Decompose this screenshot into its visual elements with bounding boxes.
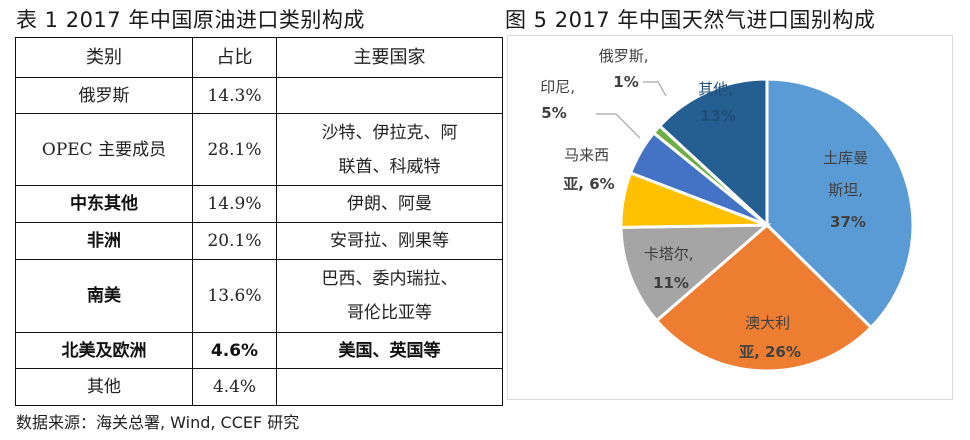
cell-countries: 巴西、委内瑞拉、 哥伦比亚等 xyxy=(276,259,503,333)
pie-slices xyxy=(619,77,915,373)
leader-line-indonesia xyxy=(596,113,641,139)
table-row: 俄罗斯 14.3% xyxy=(15,77,503,114)
leader-line-russia xyxy=(643,81,667,97)
table-header-row: 类别 占比 主要国家 xyxy=(15,37,503,78)
crude-oil-import-table: 类别 占比 主要国家 俄罗斯 14.3% OPEC 主要成员 28.1% 沙特、… xyxy=(15,37,503,406)
table-row: OPEC 主要成员 28.1% 沙特、伊拉克、阿 联酋、科威特 xyxy=(15,113,503,186)
header-countries: 主要国家 xyxy=(276,37,503,78)
cell-share: 20.1% xyxy=(192,222,277,260)
slice-australia xyxy=(654,222,874,373)
cell-category: 其他 xyxy=(15,368,193,406)
label-malaysia: 马来西 亚, 6% xyxy=(563,146,614,193)
slice-qatar xyxy=(619,223,772,323)
cell-share: 13.6% xyxy=(192,259,277,333)
slice-turkmenistan xyxy=(765,77,915,330)
label-russia: 俄罗斯, 1% xyxy=(599,47,654,91)
cell-share: 14.9% xyxy=(192,185,277,223)
table-row: 南美 13.6% 巴西、委内瑞拉、 哥伦比亚等 xyxy=(15,259,503,333)
header-category: 类别 xyxy=(15,37,193,78)
table-title: 表 1 2017 年中国原油进口类别构成 xyxy=(16,8,365,32)
table-row: 其他 4.4% xyxy=(15,368,503,406)
cell-category: 非洲 xyxy=(15,222,193,260)
cell-countries: 美国、英国等 xyxy=(276,332,503,369)
table-row: 非洲 20.1% 安哥拉、刚果等 xyxy=(15,222,503,260)
pie-chart-frame: 土库曼 斯坦, 37% 澳大利 亚, 26% 卡塔尔, 11% 马来西 亚, 6… xyxy=(507,35,953,400)
cell-countries xyxy=(276,368,503,406)
cell-category: 中东其他 xyxy=(15,185,193,223)
data-source-note: 数据来源：海关总署, Wind, CCEF 研究 xyxy=(16,413,300,432)
chart-title: 图 5 2017 年中国天然气进口国别构成 xyxy=(505,8,876,32)
cell-category: 俄罗斯 xyxy=(15,77,193,114)
cell-share: 4.4% xyxy=(192,368,277,406)
cell-share: 28.1% xyxy=(192,113,277,186)
cell-countries: 安哥拉、刚果等 xyxy=(276,222,503,260)
pie-chart: 土库曼 斯坦, 37% 澳大利 亚, 26% 卡塔尔, 11% 马来西 亚, 6… xyxy=(540,47,915,373)
cell-category: OPEC 主要成员 xyxy=(15,113,193,186)
cell-share: 14.3% xyxy=(192,77,277,114)
label-qatar: 卡塔尔, 11% xyxy=(644,245,699,292)
cell-category: 南美 xyxy=(15,259,193,333)
label-australia: 澳大利 亚, 26% xyxy=(739,314,801,361)
cell-countries: 沙特、伊拉克、阿 联酋、科威特 xyxy=(276,113,503,186)
header-share: 占比 xyxy=(192,37,277,78)
cell-category: 北美及欧洲 xyxy=(15,332,193,369)
slice-other xyxy=(657,77,769,229)
cell-share: 4.6% xyxy=(192,332,277,369)
cell-countries: 伊朗、阿曼 xyxy=(276,185,503,223)
label-turkmenistan: 土库曼 斯坦, 37% xyxy=(823,149,873,231)
cell-countries xyxy=(276,77,503,114)
table-row: 北美及欧洲 4.6% 美国、英国等 xyxy=(15,332,503,369)
label-indonesia: 印尼, 5% xyxy=(540,78,580,122)
table-row: 中东其他 14.9% 伊朗、阿曼 xyxy=(15,185,503,223)
label-other: 其他, 13% xyxy=(698,80,738,125)
